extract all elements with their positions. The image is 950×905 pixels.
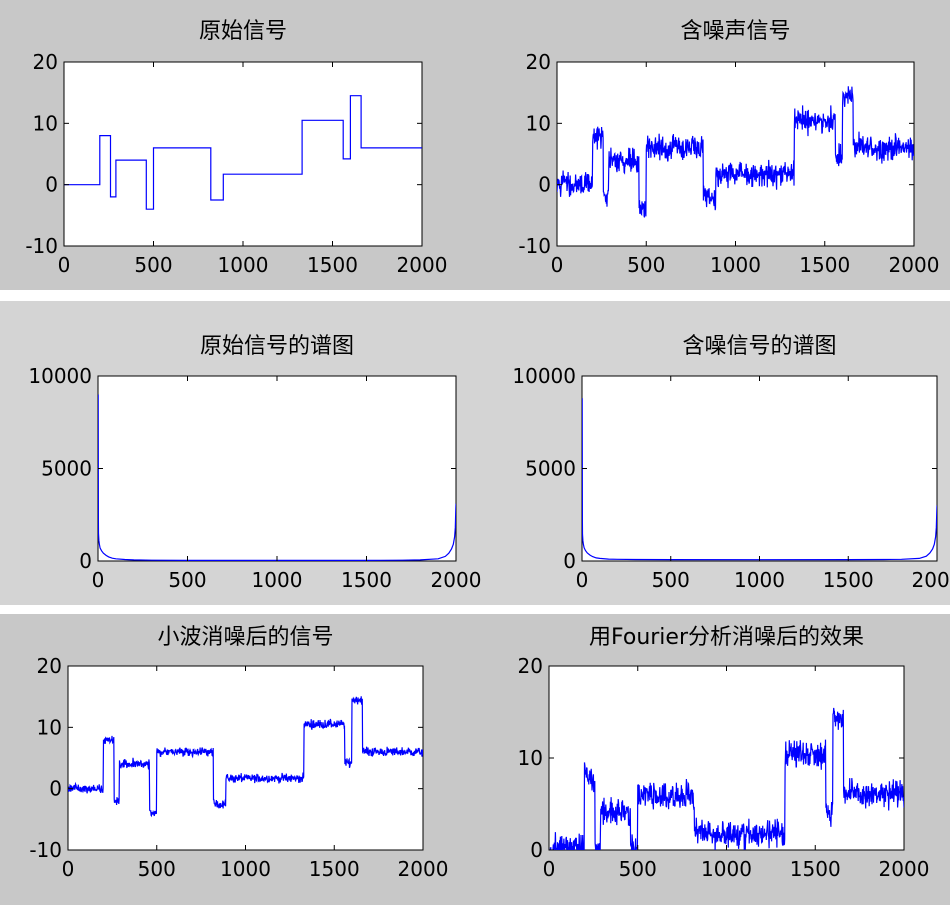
y-tick-label: -10 xyxy=(25,234,58,258)
y-tick-label: 5000 xyxy=(41,457,92,481)
chart-title: 含噪声信号 xyxy=(680,19,790,44)
y-tick-label: 10 xyxy=(33,111,58,135)
x-tick-label: 500 xyxy=(168,568,206,592)
y-tick-label: 0 xyxy=(563,549,576,573)
chart-title: 原始信号的谱图 xyxy=(200,334,354,359)
chart-title: 含噪信号的谱图 xyxy=(682,334,836,359)
x-tick-label: 0 xyxy=(543,857,556,881)
plot-area xyxy=(97,375,457,562)
plot-area xyxy=(63,61,423,247)
x-tick-label: 0 xyxy=(58,253,71,277)
plot-area xyxy=(67,665,424,851)
x-tick-label: 1000 xyxy=(218,253,269,277)
chart-title: 小波消噪后的信号 xyxy=(157,625,333,650)
y-tick-label: 5000 xyxy=(525,457,576,481)
y-tick-label: 10 xyxy=(526,111,551,135)
x-tick-label: 1000 xyxy=(734,568,785,592)
x-tick-label: 1000 xyxy=(252,568,303,592)
x-tick-label: 1500 xyxy=(823,568,874,592)
x-tick-label: 0 xyxy=(551,253,564,277)
x-tick-label: 1000 xyxy=(701,857,752,881)
x-tick-label: 2000 xyxy=(397,253,448,277)
y-tick-label: 10000 xyxy=(28,364,92,388)
x-tick-label: 1500 xyxy=(790,857,841,881)
data-line xyxy=(582,398,937,561)
y-tick-label: 0 xyxy=(45,173,58,197)
y-tick-label: 20 xyxy=(37,654,62,678)
figure-spectra: 原始信号的谱图 0 500 1000 1500 2000 0 5000 10000 含噪信号的谱图… xyxy=(0,301,950,605)
y-tick-label: 0 xyxy=(49,777,62,801)
x-tick-label: 0 xyxy=(576,568,589,592)
x-tick-label: 2000 xyxy=(431,568,482,592)
x-tick-label: 1500 xyxy=(341,568,392,592)
y-tick-label: 20 xyxy=(526,50,551,74)
y-tick-label: -10 xyxy=(29,838,62,862)
data-line xyxy=(98,394,456,561)
x-tick-label: 2000 xyxy=(912,568,950,592)
y-tick-label: -10 xyxy=(518,234,551,258)
x-tick-label: 1500 xyxy=(799,253,850,277)
y-tick-label: 10 xyxy=(518,746,543,770)
data-line xyxy=(68,696,423,818)
y-tick-label: 0 xyxy=(79,549,92,573)
y-tick-label: 10 xyxy=(37,715,62,739)
chart-title: 原始信号 xyxy=(199,19,287,44)
y-tick-label: 0 xyxy=(538,173,551,197)
plot-area xyxy=(581,375,938,562)
subplot-4: 含噪信号的谱图 0 500 1000 1500 2000 0 5000 10000 xyxy=(512,334,950,592)
y-tick-label: 0 xyxy=(530,838,543,862)
x-tick-label: 1000 xyxy=(220,857,271,881)
data-line xyxy=(64,95,422,210)
y-tick-label: 20 xyxy=(518,654,543,678)
x-tick-label: 500 xyxy=(627,253,665,277)
figure-denoised: 小波消噪后的信号 0 500 1000 1500 2000 -10 0 10 20 用Fourier… xyxy=(0,614,950,905)
subplot-6: 用Fourier分析消噪后的效果 0 500 1000 1500 2000 0 10 20 xyxy=(518,625,930,881)
x-tick-label: 0 xyxy=(92,568,105,592)
x-tick-label: 500 xyxy=(138,857,176,881)
data-line xyxy=(549,707,904,850)
x-tick-label: 2000 xyxy=(398,857,449,881)
x-tick-label: 2000 xyxy=(879,857,930,881)
x-tick-label: 2000 xyxy=(889,253,940,277)
x-tick-label: 1000 xyxy=(710,253,761,277)
y-tick-label: 20 xyxy=(33,50,58,74)
plot-area xyxy=(548,665,905,851)
figure-signals: 原始信号 0 500 1000 1500 2000 -10 0 10 20 含噪声信号 0 500 100… xyxy=(0,0,950,290)
data-line xyxy=(557,86,914,218)
x-tick-label: 500 xyxy=(652,568,690,592)
x-tick-label: 1500 xyxy=(307,253,358,277)
x-tick-label: 500 xyxy=(134,253,172,277)
x-tick-label: 1500 xyxy=(309,857,360,881)
x-tick-label: 500 xyxy=(619,857,657,881)
subplot-3: 原始信号的谱图 0 500 1000 1500 2000 0 5000 10000 xyxy=(28,334,481,592)
y-tick-label: 10000 xyxy=(512,364,576,388)
chart-title: 用Fourier分析消噪后的效果 xyxy=(589,625,864,650)
x-tick-label: 0 xyxy=(62,857,75,881)
